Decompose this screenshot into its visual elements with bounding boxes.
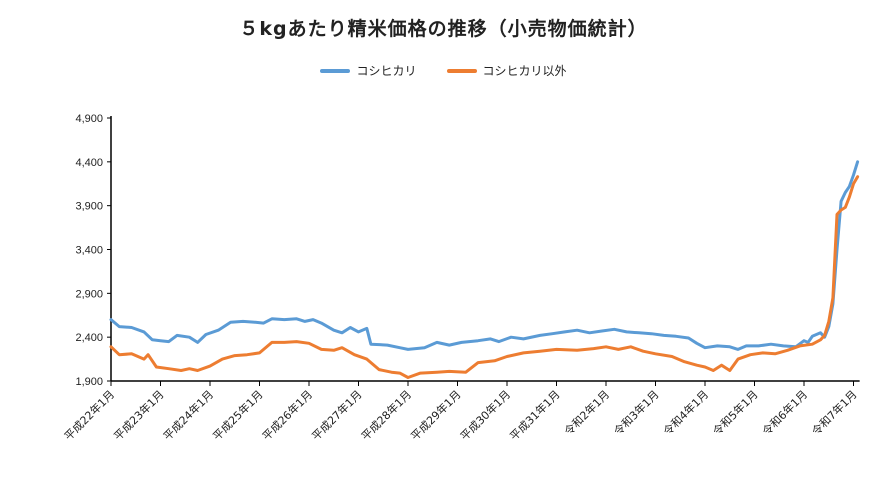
legend: コシヒカリ コシヒカリ以外 (0, 62, 887, 79)
y-tick-label: 4,400 (75, 157, 103, 169)
x-tick-label: 平成30年1月 (457, 387, 513, 443)
x-tick-label: 平成23年1月 (111, 387, 167, 443)
y-tick-label: 3,400 (75, 245, 103, 257)
x-tick-label: 平成26年1月 (259, 387, 315, 443)
legend-label: コシヒカリ以外 (482, 64, 567, 78)
y-tick-label: 2,400 (75, 332, 103, 344)
y-tick-label: 2,900 (75, 288, 103, 300)
x-tick-label: 令和5年1月 (710, 387, 761, 438)
legend-swatch (446, 68, 477, 73)
legend-swatch (320, 68, 351, 73)
series-line-1 (109, 175, 860, 379)
chart-title: ５kgあたり精米価格の推移（小売物価統計） (239, 18, 648, 40)
legend-item-other: コシヒカリ以外 (446, 62, 567, 79)
x-tick-label: 令和6年1月 (759, 387, 810, 438)
y-tick-label: 1,900 (75, 376, 103, 388)
x-tick-label: 平成28年1月 (358, 387, 414, 443)
x-tick-label: 平成24年1月 (160, 387, 216, 443)
y-tick-label: 4,900 (75, 113, 103, 125)
series-line-0 (109, 160, 860, 351)
y-tick-label: 3,900 (75, 201, 103, 213)
x-tick-label: 令和7年1月 (809, 387, 860, 438)
x-tick-label: 平成29年1月 (408, 387, 464, 443)
x-tick-label: 平成31年1月 (507, 387, 563, 443)
x-tick-label: 令和3年1月 (611, 387, 662, 438)
x-tick-label: 平成22年1月 (61, 387, 117, 443)
x-tick-label: 令和2年1月 (561, 387, 612, 438)
legend-item-koshihikari: コシヒカリ (320, 62, 417, 79)
legend-label: コシヒカリ (356, 64, 417, 78)
x-tick-label: 平成25年1月 (210, 387, 266, 443)
x-tick-label: 平成27年1月 (309, 387, 365, 443)
x-tick-label: 令和4年1月 (660, 387, 711, 438)
